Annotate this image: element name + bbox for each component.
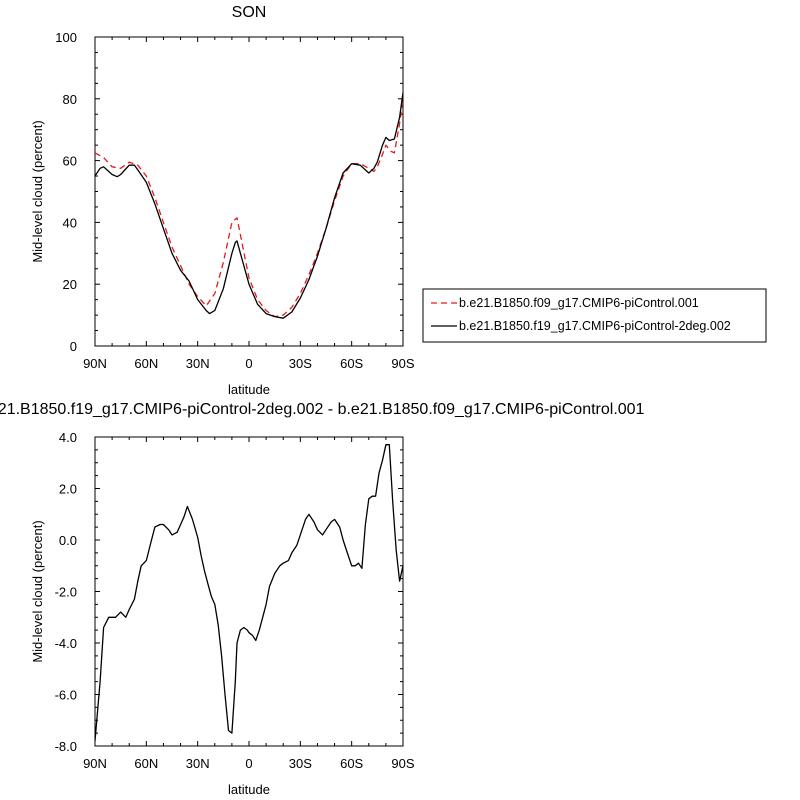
- top-panel-y-ticks: 0 20 40 60 80 100: [55, 30, 403, 354]
- x-tick-label: 90S: [391, 356, 414, 371]
- top-panel-x-axis-label: latitude: [228, 382, 270, 397]
- x-tick-label: 30S: [289, 756, 312, 771]
- x-tick-label: 30N: [186, 756, 210, 771]
- x-tick-label: 60N: [134, 756, 158, 771]
- bottom-panel-y-axis-label: Mid-level cloud (percent): [30, 520, 45, 662]
- x-tick-label: 60S: [340, 356, 363, 371]
- x-tick-label: 30N: [186, 356, 210, 371]
- bottom-panel-frame: [94, 436, 404, 747]
- x-tick-label: 0: [245, 356, 252, 371]
- bottom-panel-series: [94, 444, 404, 741]
- y-tick-label: 100: [55, 30, 77, 45]
- x-tick-label: 90N: [83, 356, 107, 371]
- bottom-panel: b.e21.B1850.f19_g17.CMIP6-piControl-2deg…: [0, 401, 645, 797]
- bottom-panel-title: b.e21.B1850.f19_g17.CMIP6-piControl-2deg…: [0, 401, 645, 418]
- top-panel-title: SON: [232, 4, 267, 21]
- bottom-panel-x-ticks: 90N 60N 30N 0 30S 60S 90S: [83, 437, 415, 771]
- y-tick-label: 80: [63, 92, 77, 107]
- solid-series-line: [94, 92, 404, 319]
- x-tick-label: 90S: [391, 756, 414, 771]
- legend-box: [422, 288, 767, 343]
- y-tick-label: -4.0: [55, 636, 77, 651]
- bottom-panel-y-ticks: 4.0 2.0 0.0 -2.0 -4.0 -6.0 -8.0: [55, 430, 403, 754]
- bottom-panel-x-axis-label: latitude: [228, 782, 270, 797]
- y-tick-label: -6.0: [55, 688, 77, 703]
- y-tick-label: 0: [70, 339, 77, 354]
- top-panel: SON 90N 60N 30N 0 30S 60S 90S 0 20 40 60 80 100 lat…: [30, 4, 415, 397]
- top-panel-series: [94, 92, 404, 319]
- x-tick-label: 60N: [134, 356, 158, 371]
- legend-entry-dashed: b.e21.B1850.f09_g17.CMIP6-piControl.001: [459, 296, 699, 310]
- x-tick-label: 30S: [289, 356, 312, 371]
- y-tick-label: -8.0: [55, 739, 77, 754]
- y-tick-label: 2.0: [59, 482, 77, 497]
- top-panel-frame: [94, 36, 404, 347]
- legend-entry-solid: b.e21.B1850.f19_g17.CMIP6-piControl-2deg…: [459, 319, 731, 333]
- x-tick-label: 60S: [340, 756, 363, 771]
- x-tick-label: 90N: [83, 756, 107, 771]
- y-tick-label: 4.0: [59, 430, 77, 445]
- x-tick-label: 0: [245, 756, 252, 771]
- legend: b.e21.B1850.f09_g17.CMIP6-piControl.001 …: [422, 288, 767, 343]
- top-panel-x-ticks: 90N 60N 30N 0 30S 60S 90S: [83, 37, 415, 371]
- dashed-series-line: [94, 98, 404, 318]
- top-panel-y-axis-label: Mid-level cloud (percent): [30, 120, 45, 262]
- y-tick-label: 60: [63, 154, 77, 169]
- y-tick-label: -2.0: [55, 585, 77, 600]
- y-tick-label: 40: [63, 215, 77, 230]
- y-tick-label: 20: [63, 277, 77, 292]
- solid-series-line: [94, 444, 404, 741]
- y-tick-label: 0.0: [59, 533, 77, 548]
